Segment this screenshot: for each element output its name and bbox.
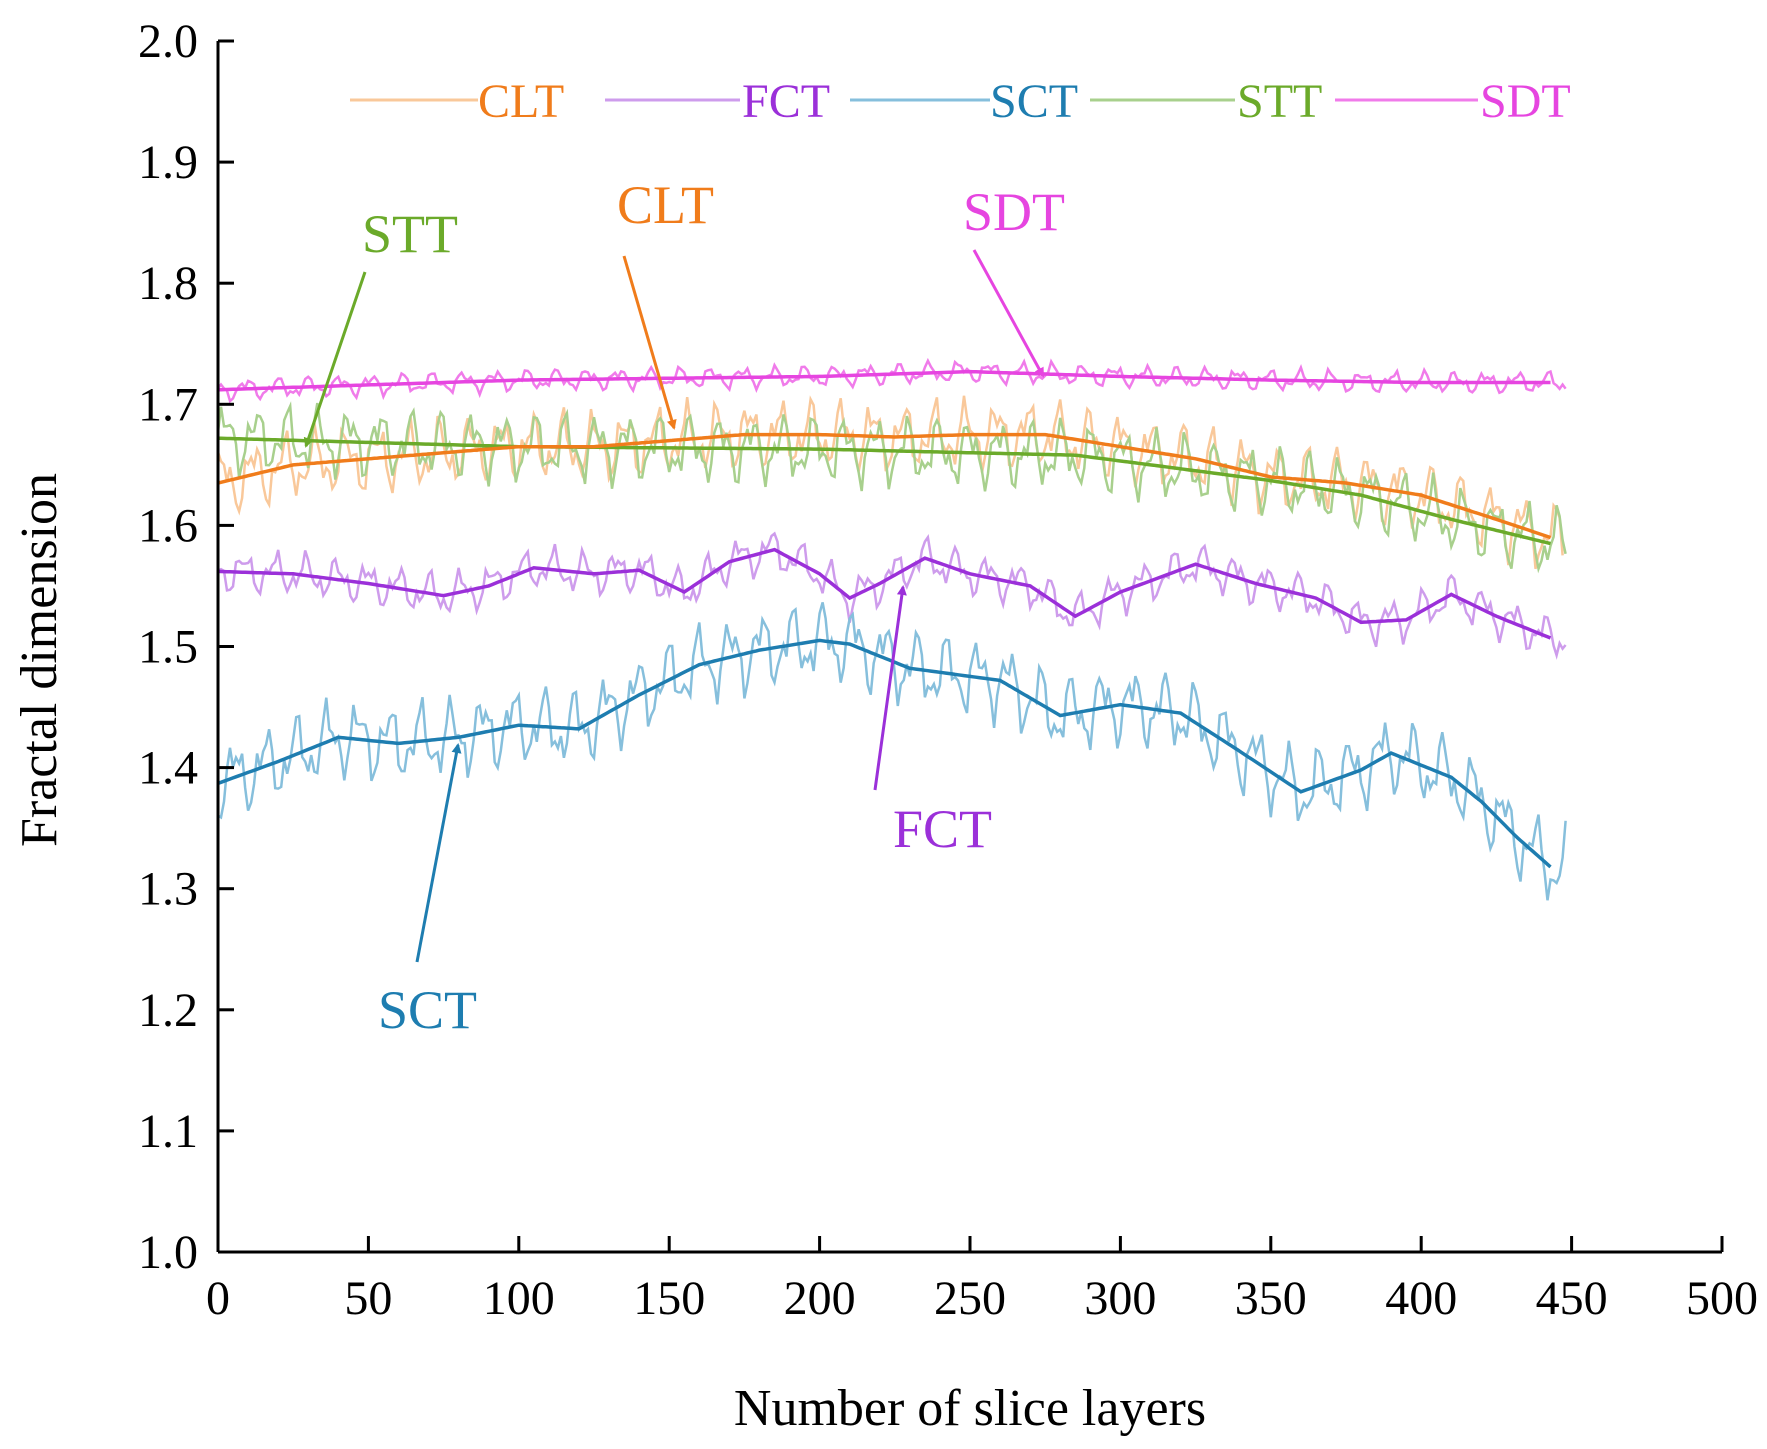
- annotation-label-stt: STT: [362, 204, 458, 264]
- series-trend-line-stt: [217, 436, 1551, 546]
- annotation-arrow-clt: [622, 255, 677, 430]
- series-trend-line-fct: [217, 547, 1552, 640]
- y-tick-label: 1.2: [138, 984, 198, 1037]
- raw-series-layer: [216, 357, 1567, 901]
- series-raw-line-clt: [216, 395, 1564, 570]
- y-tick-label: 1.9: [138, 136, 198, 189]
- legend-label-stt: STT: [1237, 75, 1322, 128]
- axes: 1.0 1.1 1.2 1.3 1.4 1.5 1.6 1.7 1.8 1.9 2.0 0 50 100…: [138, 15, 1758, 1325]
- legend-label-clt: CLT: [478, 75, 564, 128]
- y-axis-title: Fractal dimension: [11, 473, 68, 847]
- y-tick-label: 1.4: [138, 742, 198, 795]
- legend: CLT FCT SCT STT SDT: [350, 75, 1571, 128]
- x-ticks: 0 50 100 150 200 250 300 350 400 450 500: [206, 1236, 1758, 1325]
- series-raw-line-fct: [217, 531, 1567, 660]
- y-tick-label: 1.5: [138, 621, 198, 674]
- legend-label-sdt: SDT: [1480, 75, 1571, 128]
- annotation-arrow-stt: [303, 271, 367, 448]
- x-tick-label: 0: [206, 1272, 230, 1325]
- x-tick-label: 50: [344, 1272, 392, 1325]
- series-trend-line-clt: [217, 432, 1552, 540]
- y-tick-label: 1.3: [138, 863, 198, 916]
- x-tick-label: 450: [1536, 1272, 1608, 1325]
- y-ticks: 1.0 1.1 1.2 1.3 1.4 1.5 1.6 1.7 1.8 1.9 2.0: [138, 15, 234, 1279]
- y-tick-label: 1.7: [138, 378, 198, 431]
- x-tick-label: 300: [1084, 1272, 1156, 1325]
- trend-series-layer: [217, 369, 1552, 869]
- x-tick-label: 200: [784, 1272, 856, 1325]
- legend-label-fct: FCT: [742, 75, 830, 128]
- x-tick-label: 100: [483, 1272, 555, 1325]
- legend-label-sct: SCT: [990, 75, 1078, 128]
- y-tick-label: 1.6: [138, 499, 198, 552]
- annotation-label-sct: SCT: [378, 980, 477, 1040]
- annotation-arrow-sct: [415, 743, 462, 963]
- x-tick-label: 350: [1235, 1272, 1307, 1325]
- series-trend-line-sdt: [217, 369, 1551, 392]
- x-tick-label: 500: [1686, 1272, 1758, 1325]
- x-tick-label: 150: [633, 1272, 705, 1325]
- series-trend-line-sct: [217, 638, 1552, 869]
- x-tick-label: 250: [934, 1272, 1006, 1325]
- annotation-label-clt: CLT: [617, 175, 714, 235]
- x-tick-label: 400: [1385, 1272, 1457, 1325]
- annotation-label-sdt: SDT: [963, 182, 1065, 242]
- y-tick-label: 1.0: [138, 1226, 198, 1279]
- annotation-arrow-sdt: [972, 249, 1045, 378]
- annotation-label-fct: FCT: [893, 799, 992, 859]
- series-raw-line-stt: [216, 401, 1567, 574]
- y-tick-label: 1.1: [138, 1105, 198, 1158]
- x-axis-title: Number of slice layers: [734, 1380, 1206, 1437]
- series-raw-line-sct: [217, 602, 1567, 901]
- y-tick-label: 1.8: [138, 257, 198, 310]
- annotations: STT CLT SDT FCT SCT: [303, 175, 1065, 1040]
- y-tick-label: 2.0: [138, 15, 198, 68]
- annotation-arrow-fct: [873, 585, 907, 791]
